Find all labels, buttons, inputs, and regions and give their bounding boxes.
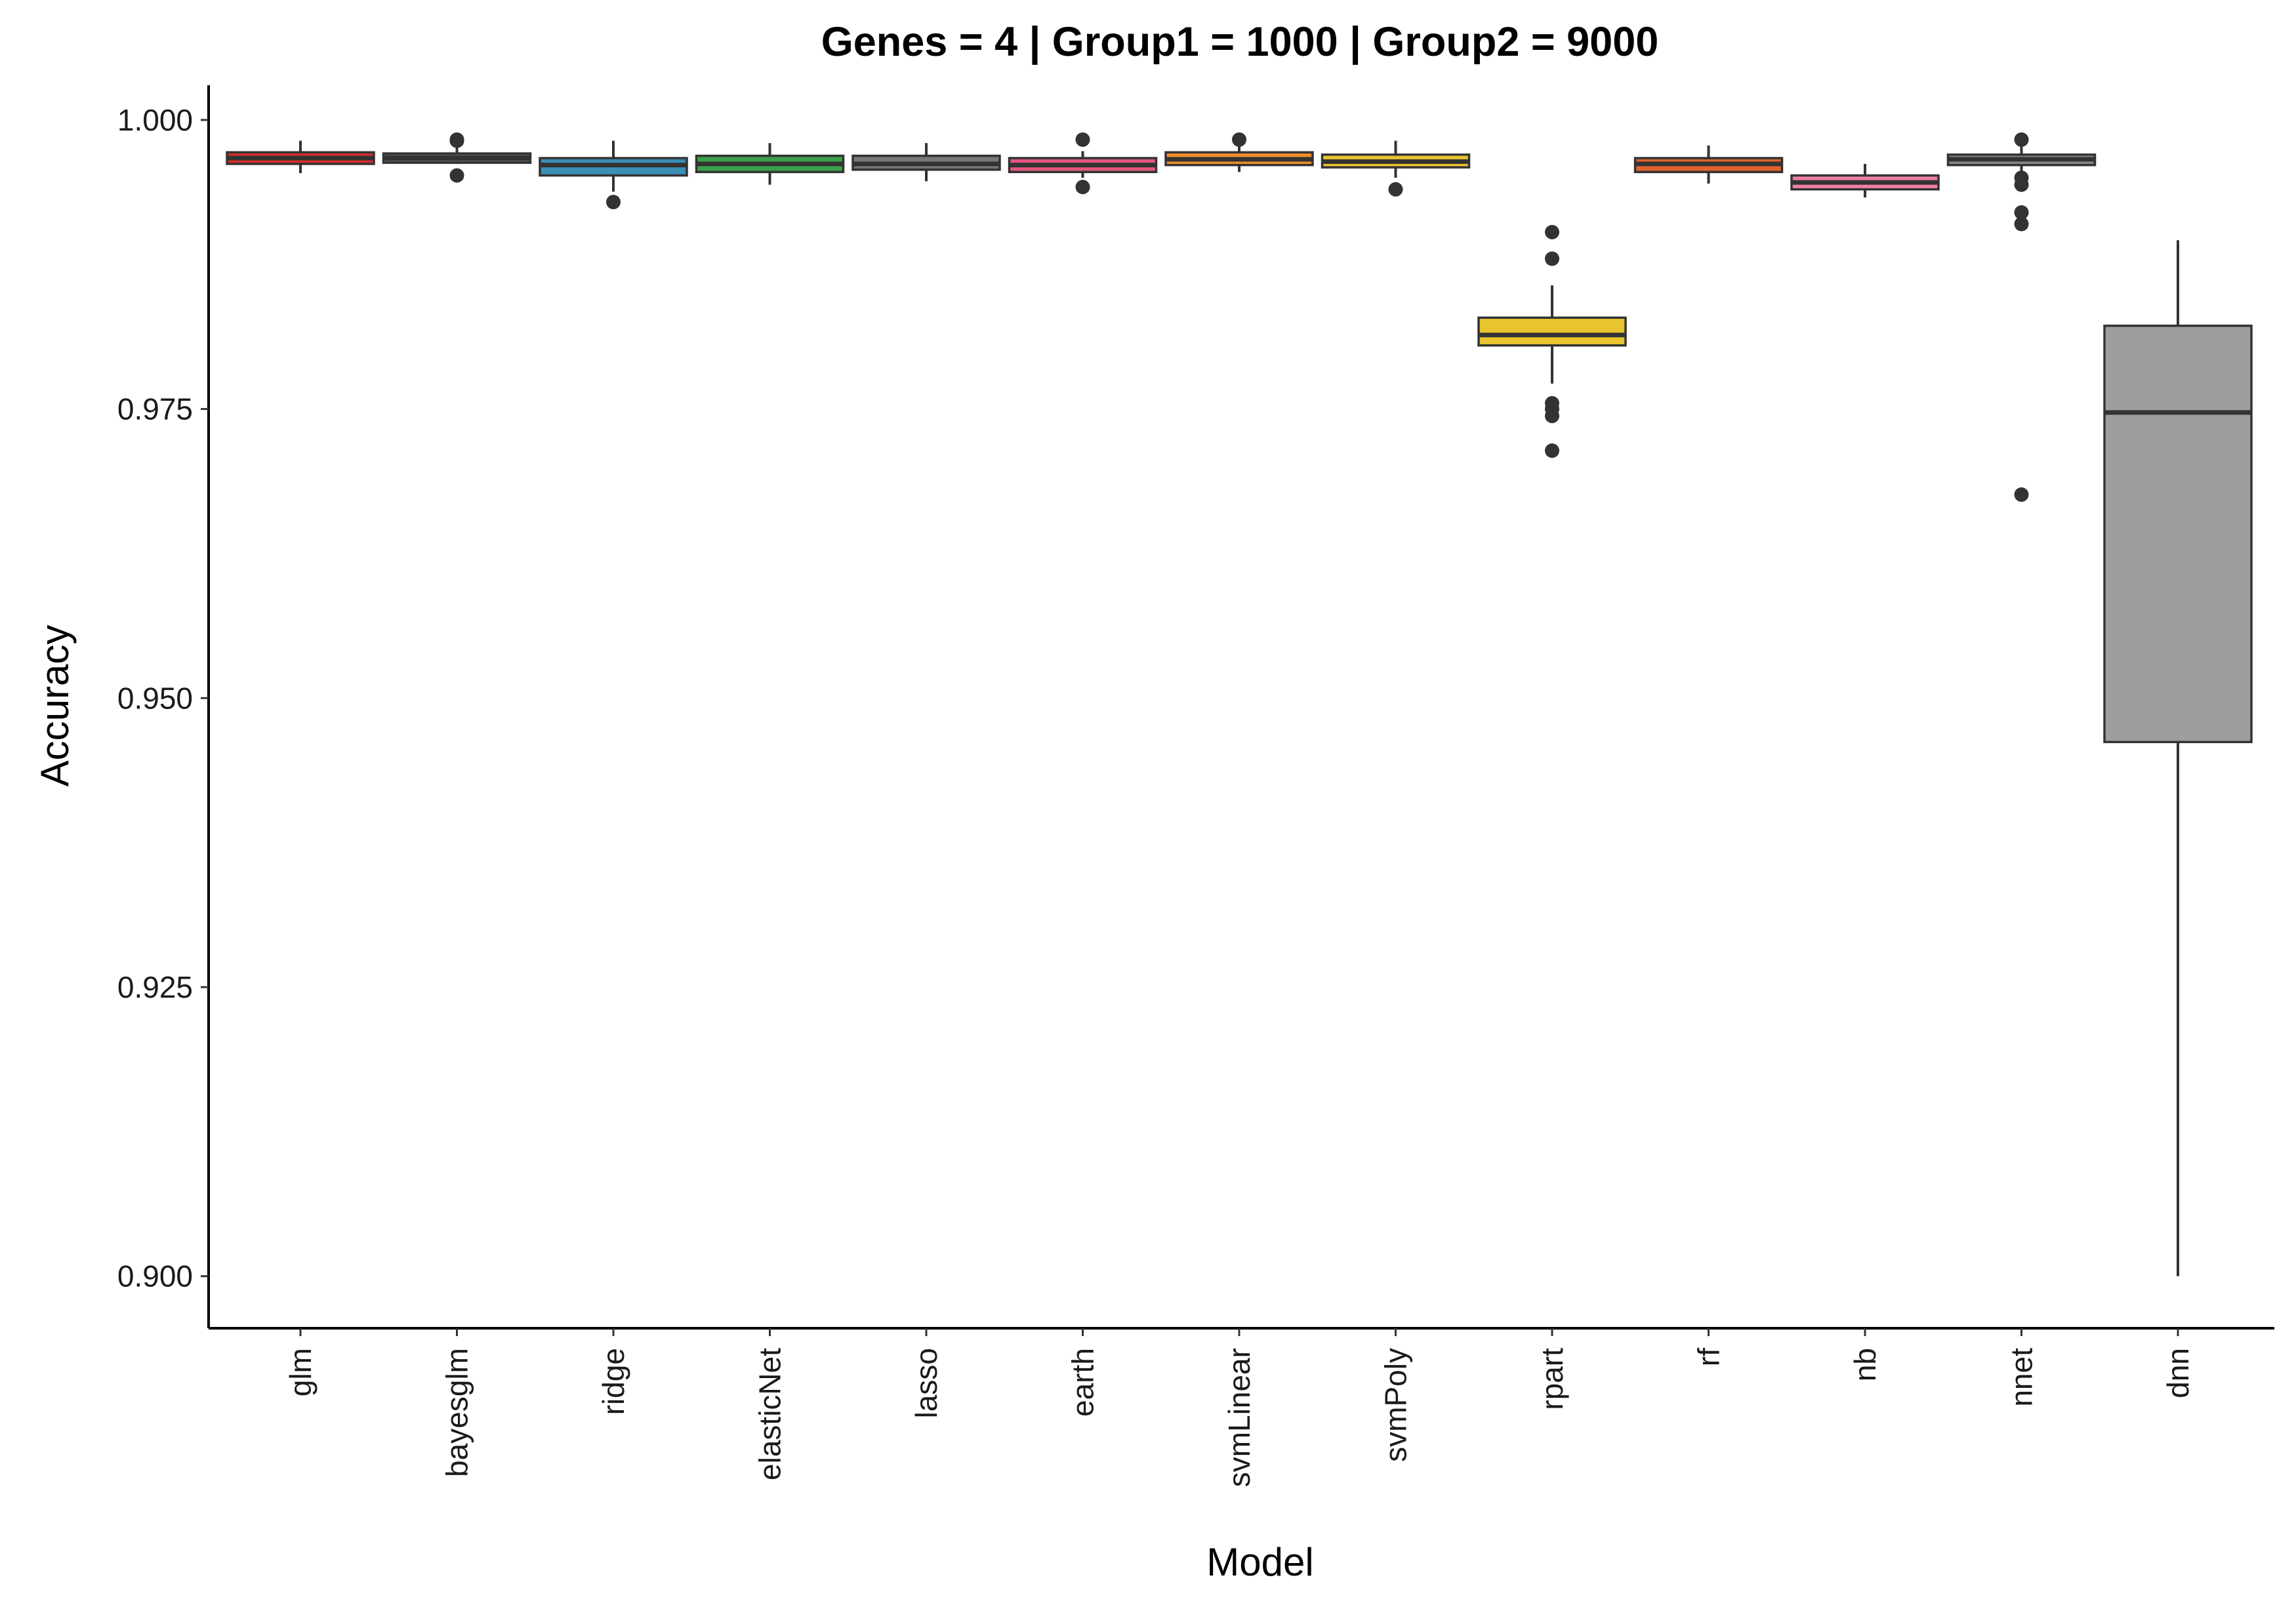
y-tick-label: 0.900: [117, 1259, 193, 1293]
x-tick-label: dnn: [2161, 1348, 2195, 1398]
x-tick-label: nnet: [2005, 1348, 2039, 1407]
box-rpart: [1477, 316, 1627, 347]
outlier-point: [449, 132, 464, 147]
y-tick-label: 1.000: [117, 103, 193, 137]
outlier-point: [1545, 251, 1559, 266]
x-tick-label: nb: [1848, 1348, 1882, 1381]
x-tick-label: ridge: [596, 1348, 630, 1415]
x-tick-label: bayesglm: [440, 1348, 474, 1477]
outlier-point: [1545, 224, 1559, 239]
x-tick-label: svmLinear: [1222, 1348, 1256, 1487]
x-tick-label: earth: [1066, 1348, 1100, 1417]
outlier-point: [2014, 205, 2029, 220]
outlier-point: [1232, 132, 1246, 147]
outlier-point: [606, 195, 621, 210]
y-axis-label: Accuracy: [33, 625, 77, 787]
y-tick-label: 0.925: [117, 970, 193, 1004]
outlier-point: [1545, 409, 1559, 424]
outlier-point: [449, 168, 464, 183]
outlier-point: [1388, 182, 1403, 197]
chart-title: Genes = 4 | Group1 = 1000 | Group2 = 900…: [821, 19, 1659, 65]
box-dnn: [2103, 324, 2253, 744]
outlier-point: [2014, 216, 2029, 232]
y-tick-label: 0.950: [117, 681, 193, 715]
outlier-point: [1545, 443, 1559, 458]
x-tick-label: rpart: [1535, 1348, 1569, 1410]
y-tick-label: 0.975: [117, 392, 193, 426]
x-tick-label: rf: [1692, 1348, 1726, 1366]
x-tick-label: lasso: [909, 1348, 943, 1418]
plot-area: 1.000 0.975 0.950 0.925 0.900 glm bayesglm ridg…: [117, 85, 2274, 1487]
outlier-point: [1075, 132, 1090, 147]
x-axis-label: Model: [1206, 1540, 1313, 1584]
x-tick-label: glm: [283, 1348, 318, 1396]
x-tick-label: svmPoly: [1379, 1348, 1413, 1462]
outlier-point: [2014, 177, 2029, 192]
outlier-point: [2014, 487, 2029, 502]
x-tick-label: elasticNet: [753, 1348, 787, 1480]
outlier-point: [2014, 132, 2029, 147]
outlier-point: [1075, 180, 1090, 195]
